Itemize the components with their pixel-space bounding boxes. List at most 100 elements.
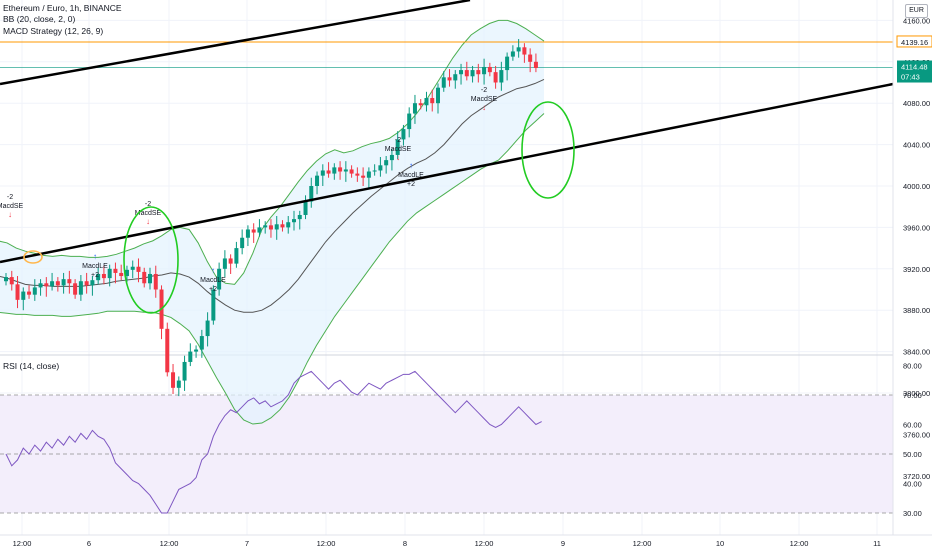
signal-qty: -2 bbox=[145, 201, 151, 208]
time-tick-label: 11 bbox=[873, 539, 881, 548]
candle-body bbox=[228, 258, 233, 264]
signal-arrow: ↑ bbox=[409, 161, 413, 170]
candle-body bbox=[21, 291, 26, 300]
rsi-tick-label: 70.00 bbox=[903, 391, 922, 400]
candle-body bbox=[38, 283, 43, 288]
candle-body bbox=[286, 222, 291, 228]
candle-body bbox=[274, 224, 279, 230]
price-tick-label: 3880.00 bbox=[903, 306, 930, 315]
candle-body bbox=[268, 225, 273, 230]
candle-body bbox=[430, 98, 435, 104]
candle-body bbox=[73, 283, 78, 295]
bb-lower bbox=[0, 113, 545, 425]
bb-fill bbox=[0, 20, 544, 425]
candle-body bbox=[510, 51, 515, 57]
candle-body bbox=[148, 273, 152, 284]
candle-body bbox=[211, 289, 216, 321]
candle-body bbox=[194, 349, 199, 352]
candle-body bbox=[4, 277, 8, 282]
macd-legend[interactable]: MACD Strategy (12, 26, 9) bbox=[3, 26, 104, 36]
candle-body bbox=[176, 380, 181, 388]
signal-qty: -2 bbox=[7, 194, 13, 201]
time-tick-label: 7 bbox=[245, 539, 249, 548]
orange-price-tag bbox=[896, 35, 932, 48]
candle-body bbox=[297, 214, 302, 220]
candle-body bbox=[188, 351, 193, 362]
candle-body bbox=[15, 284, 20, 300]
signal-arrow: ↓ bbox=[8, 210, 12, 219]
candle-body bbox=[522, 47, 527, 55]
time-tick-label: 12:00 bbox=[475, 539, 494, 548]
signal-qty: -2 bbox=[395, 137, 401, 144]
candle-body bbox=[32, 287, 37, 295]
candle-body bbox=[378, 165, 383, 171]
candle-body bbox=[349, 169, 354, 174]
signal-label: MacdLE bbox=[398, 172, 424, 179]
candle-body bbox=[453, 74, 458, 81]
bb-upper bbox=[0, 19, 545, 285]
candle-body bbox=[418, 103, 423, 106]
bb-legend[interactable]: BB (20, close, 2, 0) bbox=[3, 14, 76, 24]
candle-body bbox=[67, 279, 72, 284]
time-tick-label: 12:00 bbox=[633, 539, 652, 548]
candle-body bbox=[395, 139, 400, 155]
candles[interactable] bbox=[4, 39, 538, 397]
candle-body bbox=[309, 186, 314, 202]
annotation-highlight bbox=[23, 250, 43, 264]
candle-body bbox=[205, 320, 210, 337]
candle-body bbox=[136, 266, 141, 272]
price-tick-label: 3760.00 bbox=[903, 430, 930, 439]
signal-qty: +2 bbox=[209, 286, 217, 293]
candle-body bbox=[61, 279, 66, 286]
candle-body bbox=[245, 229, 250, 238]
candle-body bbox=[107, 268, 112, 279]
countdown-text: 07:43 bbox=[901, 73, 920, 82]
rsi-tick-label: 40.00 bbox=[903, 480, 922, 489]
price-tick-label: 3800.00 bbox=[903, 389, 930, 398]
signal-qty: +2 bbox=[91, 272, 99, 279]
candle-body bbox=[493, 72, 498, 83]
candle-body bbox=[424, 98, 429, 106]
time-tick-label: 12:00 bbox=[160, 539, 179, 548]
candle-body bbox=[389, 154, 394, 161]
candle-body bbox=[55, 281, 60, 286]
candle-body bbox=[332, 167, 337, 174]
candle-body bbox=[101, 273, 106, 279]
candle-body bbox=[355, 173, 360, 176]
candle-body bbox=[372, 170, 377, 172]
candle-body bbox=[447, 77, 452, 81]
price-tick-label: 3720.00 bbox=[903, 472, 930, 481]
candle-body bbox=[436, 87, 440, 104]
signal-arrow: ↑ bbox=[93, 252, 97, 261]
candle-body bbox=[217, 268, 222, 290]
bb-basis bbox=[0, 78, 545, 313]
candle-body bbox=[50, 281, 55, 287]
rsi-line bbox=[5, 370, 542, 514]
time-tick-label: 12:00 bbox=[790, 539, 809, 548]
candle-body bbox=[464, 70, 469, 77]
time-tick-label: 12:00 bbox=[317, 539, 336, 548]
candle-body bbox=[251, 229, 256, 233]
symbol-title[interactable]: Ethereum / Euro, 1h, BINANCE bbox=[3, 3, 122, 13]
candle-body bbox=[499, 70, 504, 83]
orange-price-text: 4139.16 bbox=[901, 38, 928, 47]
candle-body bbox=[142, 271, 147, 284]
signal-arrow: ↓ bbox=[396, 153, 400, 162]
candle-body bbox=[533, 61, 538, 69]
annotation-circle bbox=[521, 101, 575, 199]
price-tick-label: 4160.00 bbox=[903, 16, 930, 25]
rsi-line bbox=[5, 370, 542, 514]
candle-body bbox=[130, 266, 135, 270]
rsi-legend[interactable]: RSI (14, close) bbox=[3, 361, 60, 371]
currency-badge[interactable]: EUR bbox=[905, 4, 928, 18]
candle-body bbox=[153, 273, 158, 290]
time-tick-label: 10 bbox=[716, 539, 724, 548]
signal-label: MacdLE bbox=[82, 263, 108, 270]
candle-body bbox=[119, 272, 124, 277]
candle-body bbox=[44, 283, 49, 287]
price-tick-label: 4000.00 bbox=[903, 182, 930, 191]
user-drawings[interactable] bbox=[0, 0, 894, 314]
rsi-tick-label: 80.00 bbox=[903, 362, 922, 371]
candle-body bbox=[222, 258, 227, 269]
